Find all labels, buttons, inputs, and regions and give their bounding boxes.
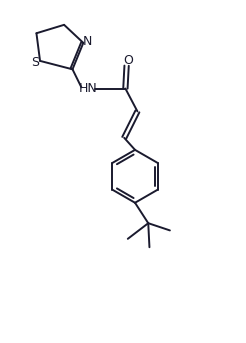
Text: N: N <box>83 35 92 48</box>
Text: S: S <box>31 56 39 69</box>
Text: HN: HN <box>79 82 97 95</box>
Text: O: O <box>123 54 133 67</box>
